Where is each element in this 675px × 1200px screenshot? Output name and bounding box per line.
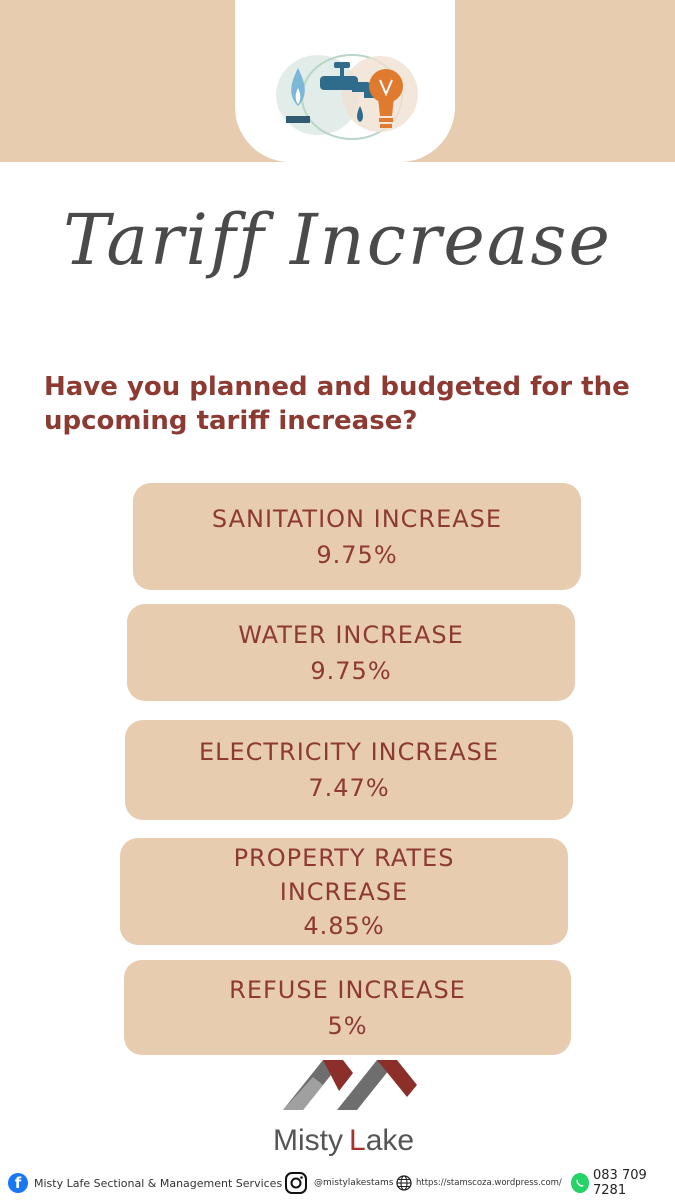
card-label: REFUSE INCREASE [229, 975, 466, 1004]
website-link[interactable]: https://stamscoza.wordpress.com/ [396, 1166, 562, 1200]
card-value: 9.75% [316, 540, 398, 569]
card-value: 7.47% [308, 774, 390, 802]
globe-icon [396, 1175, 412, 1191]
instagram-link[interactable]: @mistylakestams [284, 1166, 393, 1200]
facebook-icon: f [8, 1173, 28, 1193]
card-label: WATER INCREASE [238, 620, 464, 649]
light-bulb-icon [369, 69, 403, 128]
website-url: https://stamscoza.wordpress.com/ [416, 1178, 562, 1188]
electricity-card: ELECTRICITY INCREASE 7.47% [125, 720, 573, 820]
misty-lake-logo: Misty Lake [273, 1060, 417, 1157]
page-title: Tariff Increase [63, 199, 612, 281]
sanitation-card: SANITATION INCREASE 9.75% [133, 483, 581, 590]
utilities-logo [276, 54, 418, 140]
facebook-link[interactable]: f Misty Lafe Sectional & Management Serv… [8, 1166, 282, 1200]
facebook-label: Misty Lafe Sectional & Management Servic… [34, 1176, 283, 1190]
whatsapp-icon [571, 1173, 590, 1193]
whatsapp-link[interactable]: 083 709 7281 [571, 1166, 675, 1200]
instagram-handle: @mistylakestams [314, 1178, 394, 1188]
card-label-line2: INCREASE [279, 877, 409, 906]
phone-number: 083 709 7281 [593, 1168, 647, 1198]
water-card: WATER INCREASE 9.75% [127, 604, 575, 701]
card-label: SANITATION INCREASE [211, 504, 503, 533]
refuse-card: REFUSE INCREASE 5% [124, 960, 571, 1055]
logo-text: Misty Lake [273, 1124, 414, 1157]
card-value: 9.75% [310, 656, 392, 685]
property-rates-card: PROPERTY RATES INCREASE 4.85% [120, 838, 568, 945]
card-value: 4.85% [303, 911, 385, 940]
gas-flame-icon [286, 68, 310, 123]
card-value: 5% [327, 1011, 368, 1040]
budget-question: Have you planned and budgeted for the up… [44, 372, 630, 436]
card-label: ELECTRICITY INCREASE [198, 738, 500, 766]
card-label: PROPERTY RATES [233, 843, 455, 872]
water-tap-icon [320, 62, 374, 122]
instagram-icon [285, 1172, 307, 1194]
footer: f Misty Lafe Sectional & Management Serv… [0, 1166, 675, 1200]
